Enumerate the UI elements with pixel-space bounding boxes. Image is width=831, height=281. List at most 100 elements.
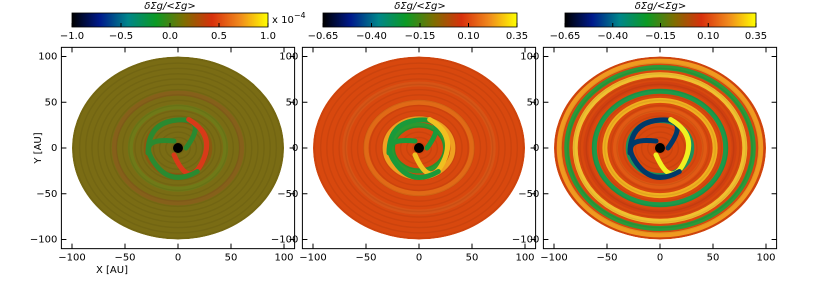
fine-ring xyxy=(591,88,729,208)
colorbar-tick-label: −0.40 xyxy=(597,31,628,42)
colorbar-tick-label: −0.5 xyxy=(109,31,133,42)
colorbar-label: δΣg/<Σg> xyxy=(635,1,687,12)
x-tick-label: 50 xyxy=(707,253,720,264)
fine-ring xyxy=(326,67,512,229)
fine-ring xyxy=(369,104,469,192)
colorbar-tick-label: −0.65 xyxy=(308,31,339,42)
x-tick-label: 100 xyxy=(515,253,534,264)
y-tick-label: −100 xyxy=(512,235,539,246)
fine-ring xyxy=(356,94,482,202)
fine-ring xyxy=(319,62,519,234)
fine-ring xyxy=(603,99,717,197)
x-axis-label: X [AU] xyxy=(96,265,128,276)
fine-ring xyxy=(97,78,259,218)
y-tick-label: 50 xyxy=(45,97,58,108)
fine-ring xyxy=(109,88,247,208)
disk-ring xyxy=(602,97,718,199)
fine-ring xyxy=(85,67,271,229)
x-tick-label: −100 xyxy=(299,253,326,264)
x-tick-label: −50 xyxy=(355,253,376,264)
fine-ring xyxy=(344,83,494,213)
colorbar-tick-label: 0.10 xyxy=(697,31,719,42)
x-tick-label: 100 xyxy=(274,253,293,264)
spiral-arm xyxy=(653,117,692,177)
fine-ring xyxy=(567,67,753,229)
x-tick-label: −50 xyxy=(114,253,135,264)
fine-ring xyxy=(103,83,253,213)
fine-ring xyxy=(72,57,284,239)
y-tick-label: 0 xyxy=(51,143,57,154)
fine-ring xyxy=(554,57,766,239)
colorbar-tick-label: 0.35 xyxy=(745,31,767,42)
spiral-arm xyxy=(146,138,200,180)
fine-ring xyxy=(332,72,506,224)
fine-ring xyxy=(634,126,686,170)
disk-ring xyxy=(591,88,729,208)
spiral-arm xyxy=(386,117,439,156)
colorbar-label: δΣg/<Σg> xyxy=(394,1,446,12)
y-tick-label: 50 xyxy=(527,97,540,108)
fine-ring xyxy=(393,126,445,170)
colorbar-tick-label: 0.0 xyxy=(162,31,178,42)
y-tick-label: −100 xyxy=(271,235,298,246)
disk-ring xyxy=(612,107,708,189)
y-tick-label: 100 xyxy=(38,52,57,63)
spiral-arm xyxy=(628,138,682,180)
scale-power: −4 xyxy=(294,11,306,20)
fine-ring xyxy=(115,94,241,202)
y-tick-label: −50 xyxy=(36,189,57,200)
disk-ring xyxy=(572,72,748,224)
y-tick-label: −50 xyxy=(518,189,539,200)
colorbar-tick-label: 0.5 xyxy=(211,31,227,42)
x-tick-label: 0 xyxy=(175,253,181,264)
disk-ring xyxy=(583,81,737,215)
spiral-arm xyxy=(412,117,451,177)
x-tick-label: 50 xyxy=(466,253,479,264)
fine-ring xyxy=(610,104,710,192)
colorbar-scale: x 10−4 xyxy=(272,11,306,27)
colorbar-tick-label: −1.0 xyxy=(60,31,84,42)
fine-ring xyxy=(313,57,525,239)
x-tick-label: 0 xyxy=(657,253,663,264)
colorbar-tick-label: 1.0 xyxy=(260,31,276,42)
central-star xyxy=(414,143,424,153)
y-tick-label: 0 xyxy=(292,143,298,154)
y-tick-label: −50 xyxy=(277,189,298,200)
colorbar-tick-label: −0.15 xyxy=(405,31,436,42)
disk-ring xyxy=(363,99,475,197)
disk xyxy=(554,56,766,240)
fine-ring xyxy=(134,110,222,186)
fine-ring xyxy=(375,110,463,186)
fine-ring xyxy=(91,72,265,224)
fine-ring xyxy=(573,72,747,224)
x-tick-label: −50 xyxy=(596,253,617,264)
colorbar-label: δΣg/<Σg> xyxy=(144,1,196,12)
x-tick-label: 50 xyxy=(225,253,238,264)
disk-ring xyxy=(111,90,245,206)
fine-ring xyxy=(121,99,235,197)
x-tick-label: 100 xyxy=(756,253,775,264)
spiral-arm xyxy=(387,138,441,180)
y-tick-label: 100 xyxy=(520,52,539,63)
fine-ring xyxy=(579,78,741,218)
colorbar-tick-label: 0.35 xyxy=(506,31,528,42)
disk xyxy=(313,56,525,240)
fine-ring xyxy=(338,78,500,218)
y-tick-label: 0 xyxy=(533,143,539,154)
disk xyxy=(72,56,284,240)
colorbar-tick-label: −0.40 xyxy=(356,31,387,42)
fine-ring xyxy=(560,62,760,234)
colorbar-tick-label: −0.15 xyxy=(645,31,676,42)
y-tick-label: 100 xyxy=(279,52,298,63)
fine-ring xyxy=(616,110,704,186)
spiral-arm xyxy=(627,117,680,156)
central-star xyxy=(655,143,665,153)
y-tick-label: −100 xyxy=(30,235,57,246)
fine-ring xyxy=(597,94,723,202)
spiral-arm xyxy=(171,117,210,177)
disk-ring xyxy=(342,81,496,215)
colorbar-tick-label: −0.65 xyxy=(550,31,581,42)
x-tick-label: 0 xyxy=(416,253,422,264)
disk-ring xyxy=(564,64,756,232)
disk-ring xyxy=(127,104,229,192)
